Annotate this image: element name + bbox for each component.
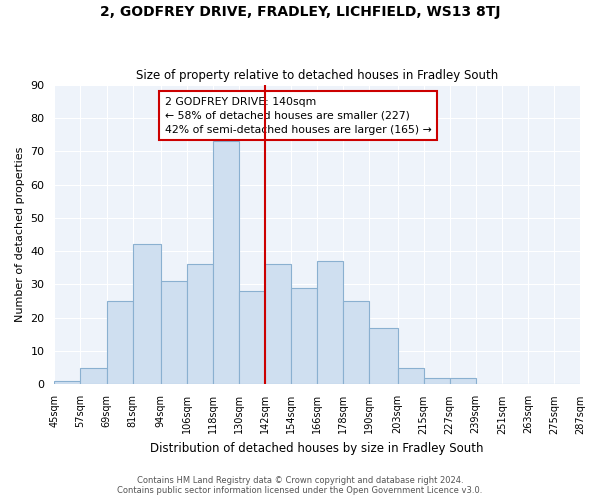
X-axis label: Distribution of detached houses by size in Fradley South: Distribution of detached houses by size … [151,442,484,455]
Text: Contains HM Land Registry data © Crown copyright and database right 2024.
Contai: Contains HM Land Registry data © Crown c… [118,476,482,495]
Text: 2, GODFREY DRIVE, FRADLEY, LICHFIELD, WS13 8TJ: 2, GODFREY DRIVE, FRADLEY, LICHFIELD, WS… [100,5,500,19]
Title: Size of property relative to detached houses in Fradley South: Size of property relative to detached ho… [136,69,499,82]
Bar [343,301,370,384]
Bar [239,291,265,384]
Bar [449,378,476,384]
Bar [317,261,343,384]
Bar [291,288,317,384]
Bar [398,368,424,384]
Bar [424,378,449,384]
Bar [161,281,187,384]
Y-axis label: Number of detached properties: Number of detached properties [15,147,25,322]
Text: 2 GODFREY DRIVE: 140sqm
← 58% of detached houses are smaller (227)
42% of semi-d: 2 GODFREY DRIVE: 140sqm ← 58% of detache… [165,96,431,134]
Bar [187,264,213,384]
Bar [213,141,239,384]
Bar [133,244,161,384]
Bar [107,301,133,384]
Bar [265,264,291,384]
Bar [80,368,107,384]
Bar [370,328,398,384]
Bar [55,381,80,384]
